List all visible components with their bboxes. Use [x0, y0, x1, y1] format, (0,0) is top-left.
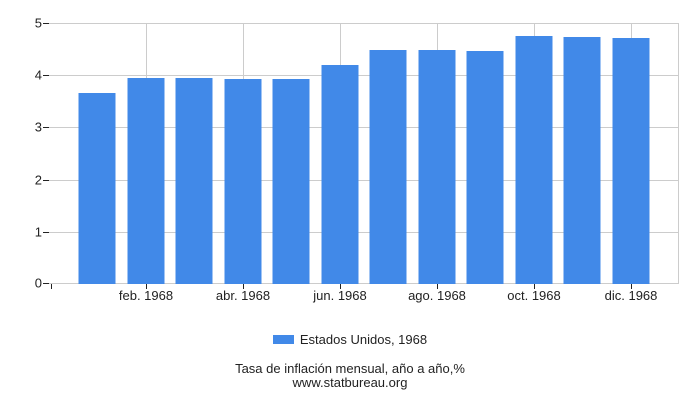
bar-jun. 1968[interactable]	[321, 64, 359, 284]
x-tick-mark-abr. 1968	[243, 284, 244, 289]
bar-mar. 1968[interactable]	[175, 78, 213, 284]
x-axis-label: feb. 1968	[118, 288, 174, 303]
x-axis-label: ago. 1968	[408, 288, 466, 303]
plot-right-border	[678, 23, 679, 284]
x-tick-mark-ago. 1968	[437, 284, 438, 289]
bar-ago. 1968[interactable]	[418, 50, 456, 284]
y-axis-label-1: 1	[34, 224, 42, 240]
y-tick-mark-5	[43, 23, 49, 24]
bar-oct. 1968[interactable]	[515, 36, 553, 284]
x-tick-mark-feb. 1968	[146, 284, 147, 289]
legend-swatch	[272, 335, 294, 344]
y-tick-mark-0	[43, 283, 49, 284]
x-axis: feb. 1968 abr. 1968 jun. 1968 ago. 1968 oct.…	[49, 289, 679, 305]
y-tick-mark-1	[43, 232, 49, 233]
y-tick-mark-3	[43, 127, 49, 128]
y-tick-mark-2	[43, 180, 49, 181]
bar-feb. 1968[interactable]	[127, 77, 165, 284]
y-axis: 0 1 2 3 4 5	[0, 17, 42, 290]
x-axis-label: jun. 1968	[313, 288, 367, 303]
gridline-y-1	[49, 232, 679, 233]
gridline-y-4	[49, 75, 679, 76]
y-axis-label-5: 5	[34, 15, 42, 31]
gridline-y-5	[49, 23, 679, 24]
bar-dic. 1968[interactable]	[612, 37, 650, 284]
y-axis-label-4: 4	[34, 67, 42, 83]
chart-titles: Tasa de inflación mensual, año a año,% w…	[0, 362, 700, 390]
plot-area	[43, 23, 679, 289]
y-tick-mark-4	[43, 75, 49, 76]
bar-sep. 1968[interactable]	[466, 51, 504, 284]
gridline-y-2	[49, 180, 679, 181]
chart-source: www.statbureau.org	[292, 375, 408, 390]
x-axis-label: oct. 1968	[507, 288, 561, 303]
x-tick-mark-dic. 1968	[631, 284, 632, 289]
bar-jul. 1968[interactable]	[369, 49, 407, 284]
legend: Estados Unidos, 1968	[0, 332, 700, 347]
x-axis-label: dic. 1968	[604, 288, 658, 303]
y-axis-label-2: 2	[34, 172, 42, 188]
x-tick-mark-oct. 1968	[534, 284, 535, 289]
y-axis-label-0: 0	[34, 275, 42, 291]
legend-label: Estados Unidos, 1968	[299, 332, 428, 347]
bar-abr. 1968[interactable]	[224, 78, 262, 284]
x-axis-label: abr. 1968	[215, 288, 271, 303]
gridline-y-3	[49, 127, 679, 128]
chart-title: Tasa de inflación mensual, año a año,%	[235, 361, 465, 376]
gridline-y-0	[49, 283, 679, 284]
bar-may. 1968[interactable]	[272, 79, 310, 284]
bar-nov. 1968[interactable]	[563, 37, 601, 284]
x-tick-mark-origin	[51, 284, 52, 289]
bar-ene. 1968[interactable]	[78, 93, 116, 284]
y-axis-label-3: 3	[34, 119, 42, 135]
x-tick-mark-jun. 1968	[340, 284, 341, 289]
